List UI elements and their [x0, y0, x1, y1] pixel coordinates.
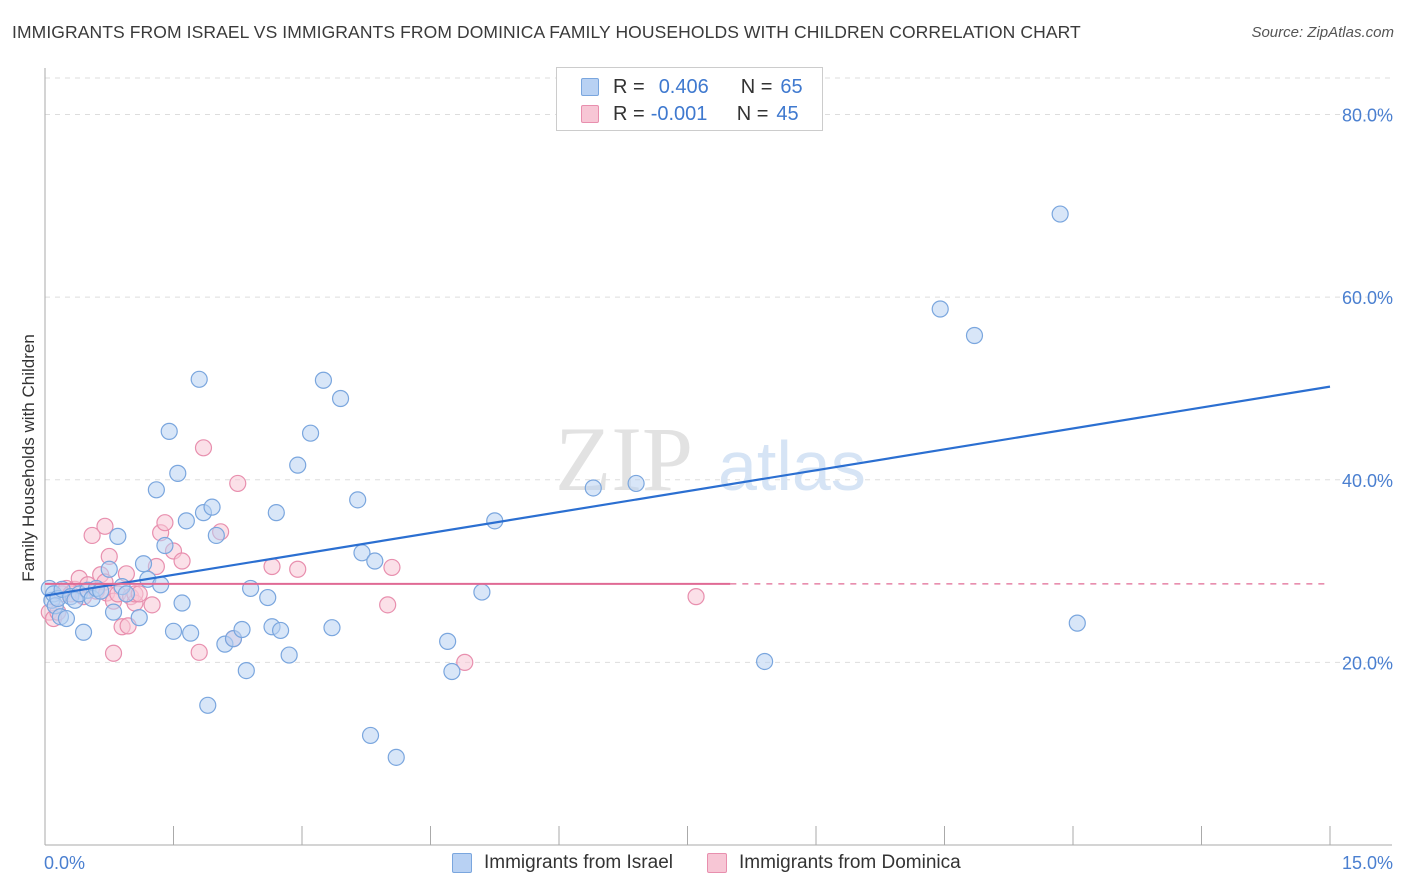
- israel-point: [130, 609, 148, 627]
- stats-legend: R = 0.406 N = 65 R = -0.001 N = 45: [556, 67, 823, 131]
- israel-point: [109, 527, 127, 545]
- dominica-point: [96, 517, 114, 535]
- israel-point: [473, 583, 491, 601]
- israel-point: [584, 479, 602, 497]
- israel-point: [331, 389, 350, 408]
- israel-point: [233, 620, 251, 639]
- dominica-point: [383, 558, 401, 577]
- israel-legend-label: Immigrants from Israel: [484, 852, 673, 873]
- dominica-r-value: -0.001: [650, 102, 708, 125]
- israel-point: [203, 498, 221, 516]
- israel-point: [160, 422, 178, 440]
- dominica-n-value: 45: [776, 102, 799, 125]
- israel-point: [177, 512, 195, 530]
- source-label: Source: ZipAtlas.com: [1251, 24, 1394, 41]
- y-tick-label: 60.0%: [1342, 288, 1393, 308]
- israel-point: [627, 474, 645, 493]
- dominica-point: [263, 557, 281, 576]
- dominica-point: [83, 526, 101, 545]
- israel-point: [207, 526, 225, 545]
- r-label: R =: [613, 102, 645, 125]
- legend-row-israel: R = 0.406 N = 65: [581, 75, 803, 99]
- n-label: N =: [740, 75, 773, 98]
- legend-item-israel: Immigrants from Israel: [452, 852, 673, 874]
- dominica-swatch: [581, 105, 599, 123]
- legend-item-dominica: Immigrants from Dominica: [706, 852, 961, 874]
- x-tick-label: 0.0%: [44, 853, 85, 873]
- israel-point: [301, 424, 320, 442]
- y-tick-label: 20.0%: [1342, 653, 1393, 673]
- israel-point: [366, 552, 384, 570]
- watermark: ZIP atlas: [555, 408, 866, 510]
- y-tick-label: 80.0%: [1342, 106, 1393, 126]
- dominica-point: [104, 644, 123, 662]
- israel-point: [1068, 614, 1086, 632]
- israel-point: [190, 370, 208, 388]
- israel-point: [259, 588, 277, 607]
- israel-legend-swatch: [452, 853, 472, 873]
- israel-point: [173, 594, 191, 612]
- dominica-point: [379, 596, 397, 614]
- series-legend: Immigrants from Israel Immigrants from D…: [452, 852, 995, 874]
- dominica-point: [687, 588, 705, 606]
- israel-point: [164, 622, 183, 640]
- dominica-point: [173, 552, 191, 570]
- x-tick-label: 15.0%: [1342, 853, 1393, 873]
- dominica-point: [156, 514, 174, 532]
- israel-point: [237, 661, 255, 680]
- israel-point: [349, 491, 367, 509]
- israel-r-value: 0.406: [658, 75, 709, 98]
- tick-labels: 20.0% 40.0% 60.0% 80.0% 0.0% 15.0%: [44, 106, 1393, 873]
- israel-point: [169, 464, 187, 482]
- israel-point: [182, 624, 200, 642]
- axes: [44, 68, 1392, 846]
- israel-point: [267, 504, 285, 522]
- n-label: N =: [736, 102, 769, 125]
- israel-point: [199, 696, 217, 714]
- israel-point: [104, 603, 123, 621]
- legend-row-dominica: R = -0.001 N = 45: [581, 102, 799, 126]
- israel-point: [755, 652, 774, 671]
- israel-point: [361, 726, 380, 745]
- israel-point: [242, 579, 260, 598]
- chart-title: IMMIGRANTS FROM ISRAEL VS IMMIGRANTS FRO…: [12, 22, 1081, 42]
- israel-point: [117, 585, 135, 603]
- y-axis-title: Family Households with Children: [19, 334, 38, 582]
- israel-swatch: [581, 78, 599, 96]
- israel-point: [134, 555, 153, 573]
- israel-point: [271, 621, 290, 640]
- dominica-point: [190, 643, 208, 661]
- israel-point: [439, 632, 457, 650]
- israel-point: [74, 623, 93, 641]
- dominica-legend-label: Immigrants from Dominica: [738, 852, 961, 873]
- dominica-point: [229, 474, 247, 493]
- dominica-legend-swatch: [706, 853, 727, 873]
- israel-point: [931, 300, 949, 318]
- israel-point: [314, 371, 333, 389]
- israel-point: [965, 326, 984, 345]
- israel-point: [323, 619, 341, 637]
- israel-point: [1051, 205, 1069, 223]
- r-label: R =: [613, 75, 645, 98]
- y-tick-label: 40.0%: [1342, 471, 1393, 491]
- israel-n-value: 65: [780, 75, 803, 98]
- dominica-point: [456, 653, 474, 671]
- dominica-point: [289, 560, 307, 578]
- israel-point: [289, 456, 307, 474]
- israel-point: [147, 481, 165, 499]
- israel-points: [40, 205, 1086, 766]
- israel-point: [100, 560, 118, 578]
- israel-point: [443, 662, 461, 681]
- israel-trendline: [44, 385, 1331, 597]
- israel-point: [156, 536, 174, 555]
- grid-lines: [45, 77, 1392, 663]
- dominica-point: [194, 439, 213, 457]
- israel-point: [57, 609, 76, 628]
- israel-point: [280, 646, 298, 664]
- dominica-point: [143, 596, 161, 614]
- trendlines: [44, 385, 1331, 597]
- israel-point: [387, 748, 405, 766]
